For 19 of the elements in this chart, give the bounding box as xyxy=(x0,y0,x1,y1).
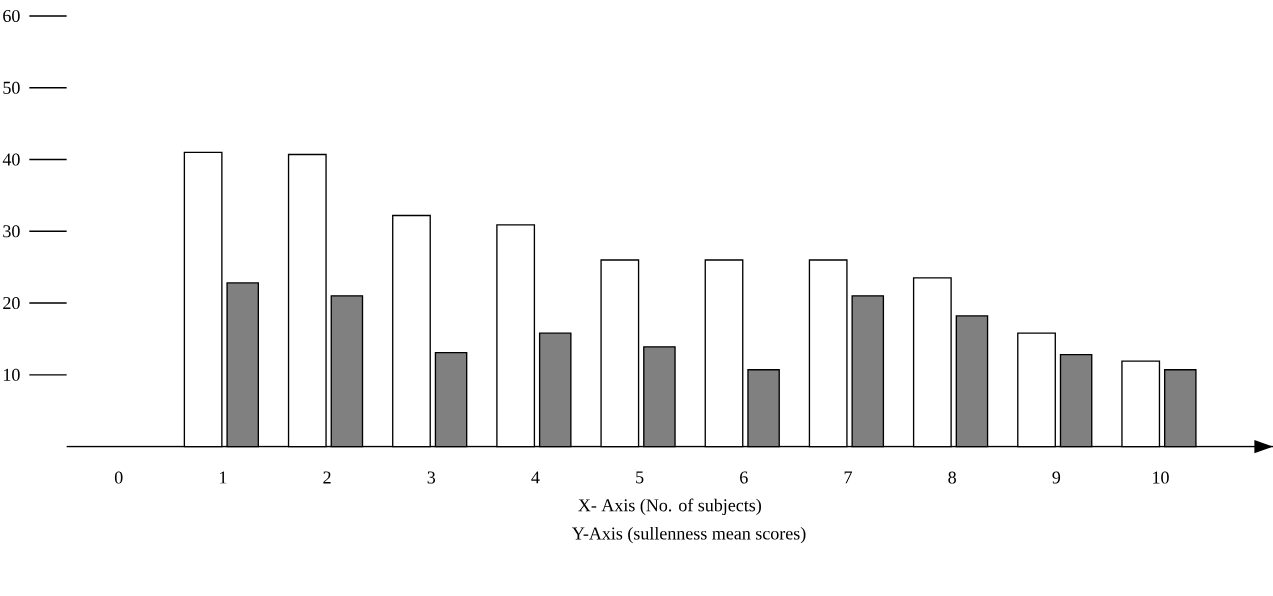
x-tick-label: 2 xyxy=(323,471,331,484)
x-axis-title: X- Axis (No. of subjects) xyxy=(578,498,761,516)
text: Y-Axis (sullenness mean scores) xyxy=(572,527,806,544)
y-tick-label: 20 xyxy=(3,297,20,310)
x-tick-label: 8 xyxy=(948,471,956,484)
x-tick-label: 5 xyxy=(636,471,644,484)
x-tick-label: 1 xyxy=(220,471,227,484)
x-tick-label: 6 xyxy=(740,471,748,484)
y-tick-label: 40 xyxy=(2,153,20,166)
x-tick-label: 7 xyxy=(844,471,852,484)
y-tick-label: 30 xyxy=(3,225,20,238)
y-tick-label: 10 xyxy=(4,368,20,381)
x-tick-label: 3 xyxy=(427,471,436,484)
y-tick-label: 50 xyxy=(3,81,20,94)
x-tick-label: 0 xyxy=(114,471,123,484)
y-tick-label: 60 xyxy=(3,9,20,23)
x-tick-label: 10 xyxy=(1153,471,1169,484)
x-tick-label: 9 xyxy=(1052,471,1061,484)
x-tick-label: 4 xyxy=(531,471,540,484)
